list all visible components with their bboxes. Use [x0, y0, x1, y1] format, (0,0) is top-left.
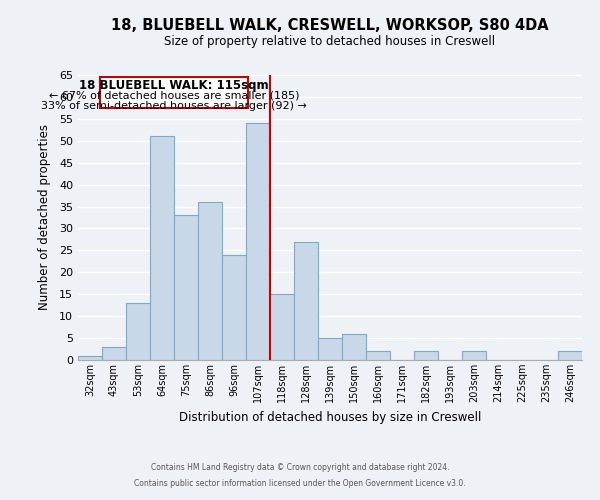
Bar [270, 294, 294, 360]
Bar [294, 242, 318, 360]
Bar [342, 334, 366, 360]
Bar [366, 351, 390, 360]
Bar [222, 255, 246, 360]
Bar [318, 338, 342, 360]
Bar [150, 136, 174, 360]
Text: ← 67% of detached houses are smaller (185): ← 67% of detached houses are smaller (18… [49, 90, 299, 101]
X-axis label: Distribution of detached houses by size in Creswell: Distribution of detached houses by size … [179, 410, 481, 424]
Bar [78, 356, 102, 360]
Text: Size of property relative to detached houses in Creswell: Size of property relative to detached ho… [164, 35, 496, 48]
Text: 18, BLUEBELL WALK, CRESWELL, WORKSOP, S80 4DA: 18, BLUEBELL WALK, CRESWELL, WORKSOP, S8… [111, 18, 549, 32]
Bar [414, 351, 438, 360]
Bar [126, 303, 150, 360]
Text: 33% of semi-detached houses are larger (92) →: 33% of semi-detached houses are larger (… [41, 102, 307, 112]
Bar [198, 202, 222, 360]
Y-axis label: Number of detached properties: Number of detached properties [38, 124, 50, 310]
Bar [462, 351, 486, 360]
Bar [246, 123, 270, 360]
Bar [558, 351, 582, 360]
Text: Contains HM Land Registry data © Crown copyright and database right 2024.: Contains HM Land Registry data © Crown c… [151, 464, 449, 472]
FancyBboxPatch shape [100, 77, 248, 108]
Text: 18 BLUEBELL WALK: 115sqm: 18 BLUEBELL WALK: 115sqm [79, 80, 269, 92]
Bar [102, 347, 126, 360]
Bar [174, 216, 198, 360]
Text: Contains public sector information licensed under the Open Government Licence v3: Contains public sector information licen… [134, 478, 466, 488]
